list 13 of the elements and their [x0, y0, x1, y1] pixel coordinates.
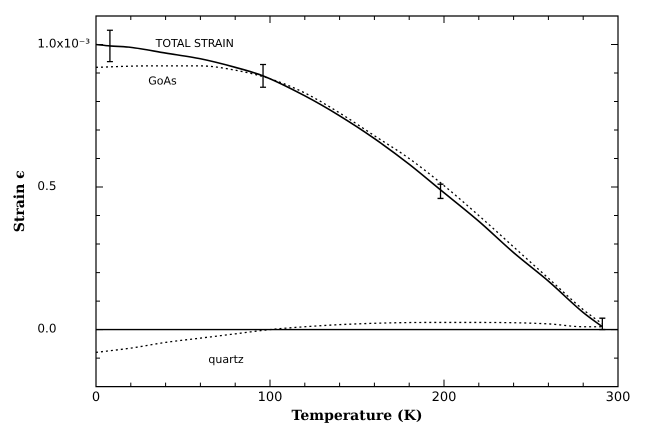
series-label: GoAs [148, 74, 177, 88]
text: x10⁻³ [56, 36, 90, 51]
series-label: TOTAL STRAIN [154, 36, 234, 50]
x-tick-label: 300 [606, 390, 630, 405]
y-tick-label: 0.5 [37, 179, 56, 194]
series-label: quartz [208, 352, 244, 366]
y-axis-title: Strain ϵ [12, 170, 28, 232]
x-tick-label: 100 [258, 390, 282, 405]
x-axis-title: Temperature (K) [292, 408, 422, 424]
x-tick-label: 200 [432, 390, 456, 405]
y-tick-label: 1.0 [37, 36, 56, 51]
x-tick-label: 0 [92, 390, 100, 405]
y-tick-label: 0.0 [37, 322, 56, 336]
